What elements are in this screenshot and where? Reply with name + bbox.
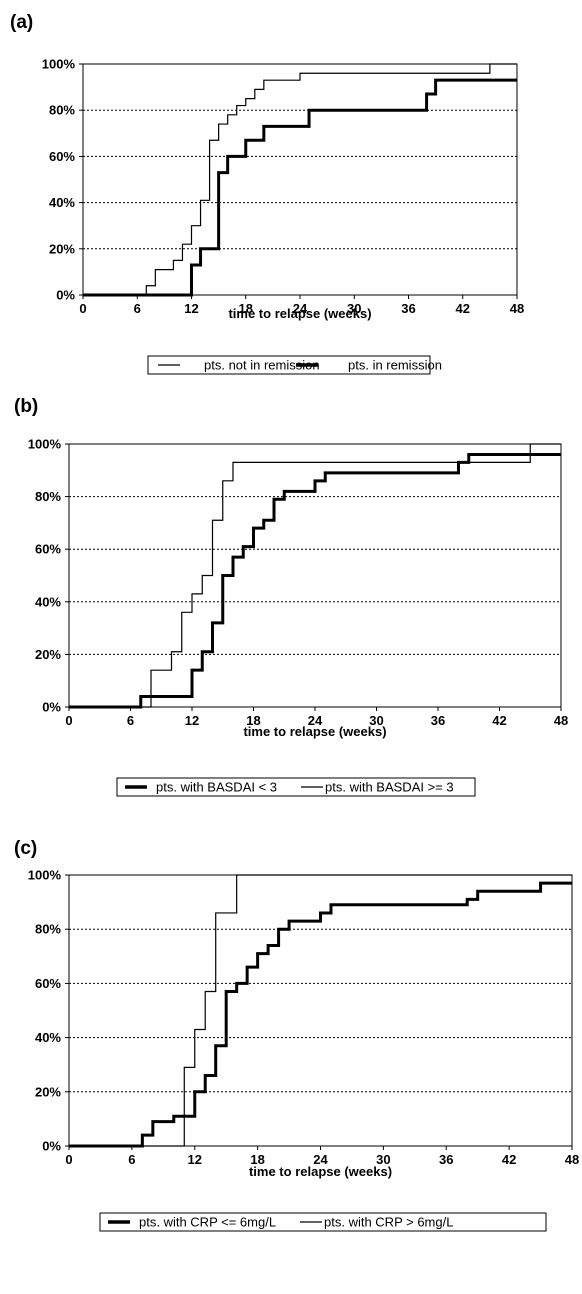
x-tick-label: 12 [185,713,199,728]
x-axis-label: time to relapse (weeks) [243,724,386,739]
series-line-thick [83,78,517,297]
x-axis-label: time to relapse (weeks) [228,306,371,321]
x-tick-label: 18 [246,713,260,728]
x-tick-label: 48 [554,713,568,728]
y-tick-label: 40% [35,594,61,609]
x-tick-label: 48 [565,1152,579,1167]
y-tick-label: 20% [35,1084,61,1099]
plot-area [82,63,518,296]
legend-entry: pts. with BASDAI >= 3 [325,780,454,795]
legend-entry: pts. in remission [348,358,442,373]
y-tick-label: 100% [28,868,62,883]
x-tick-label: 6 [128,1152,135,1167]
y-tick-label: 80% [35,922,61,937]
x-tick-label: 24 [313,1152,328,1167]
x-tick-label: 0 [79,301,86,316]
series-line-thin [69,874,572,1147]
x-tick-label: 42 [502,1152,516,1167]
panel-label: (c) [14,838,37,859]
legend-box [116,777,476,797]
legend-entry: pts. not in remission [204,358,320,373]
y-tick-label: 100% [42,57,76,72]
series-line-thick [69,881,572,1148]
y-tick-label: 20% [49,241,75,256]
y-tick-label: 40% [35,1030,61,1045]
x-tick-label: 30 [347,301,361,316]
x-tick-label: 42 [492,713,506,728]
x-tick-label: 30 [376,1152,390,1167]
series-line-thick [69,453,561,709]
x-tick-label: 12 [184,301,198,316]
x-tick-label: 24 [308,713,323,728]
series-line-thin [69,443,561,708]
panel-label: (b) [14,396,38,417]
x-tick-label: 6 [134,301,141,316]
x-tick-label: 18 [250,1152,264,1167]
x-tick-label: 48 [510,301,524,316]
y-tick-label: 0% [42,700,61,715]
y-tick-label: 80% [35,489,61,504]
x-tick-label: 42 [456,301,470,316]
y-tick-label: 60% [49,149,75,164]
x-axis-label: time to relapse (weeks) [249,1164,392,1179]
series-line-thin [83,63,517,296]
y-tick-label: 80% [49,103,75,118]
legend-box [99,1212,547,1232]
y-tick-label: 0% [56,288,75,303]
x-tick-label: 24 [293,301,308,316]
x-tick-label: 36 [431,713,445,728]
x-tick-label: 30 [369,713,383,728]
panel-label: (a) [10,12,33,33]
y-tick-label: 20% [35,647,61,662]
legend-entry: pts. with CRP <= 6mg/L [139,1215,276,1230]
x-tick-label: 12 [188,1152,202,1167]
x-tick-label: 0 [65,713,72,728]
x-tick-label: 18 [239,301,253,316]
legend-entry: pts. with BASDAI < 3 [156,780,277,795]
x-tick-label: 6 [127,713,134,728]
y-tick-label: 40% [49,195,75,210]
y-tick-label: 60% [35,976,61,991]
x-tick-label: 36 [401,301,415,316]
y-tick-label: 60% [35,542,61,557]
x-tick-label: 36 [439,1152,453,1167]
y-tick-label: 100% [28,437,62,452]
y-tick-label: 0% [42,1139,61,1154]
x-tick-label: 0 [65,1152,72,1167]
legend-box [147,355,431,375]
legend-entry: pts. with CRP > 6mg/L [324,1215,453,1230]
